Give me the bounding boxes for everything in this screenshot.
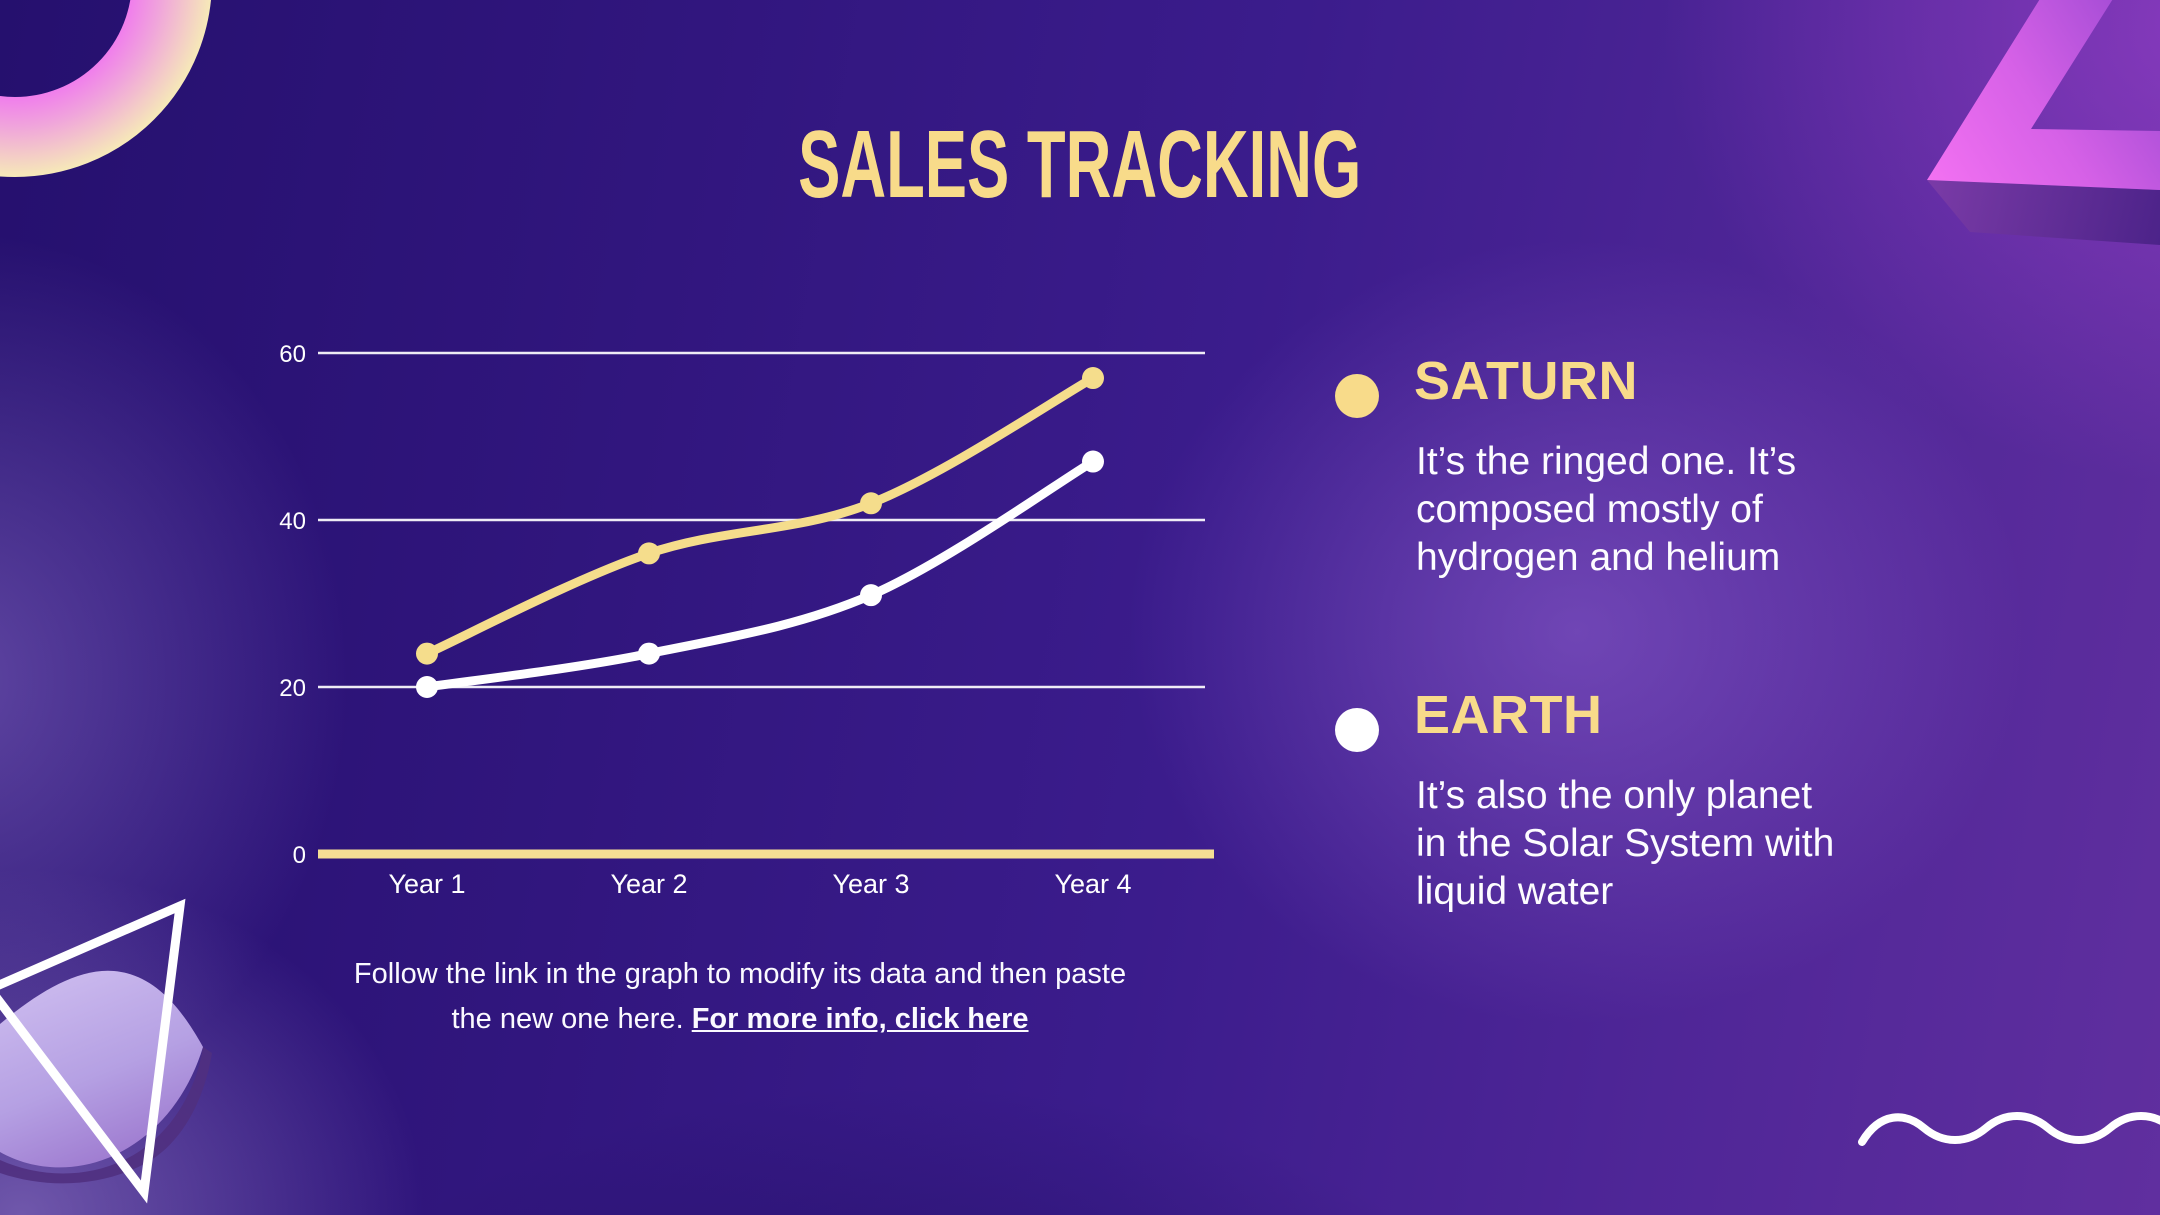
earth-description: It’s also the only planet in the Solar S… <box>1416 774 1835 913</box>
decor-ring-top-left <box>0 0 211 177</box>
earth-bullet-icon <box>1335 708 1379 752</box>
more-info-link[interactable]: For more info, click here <box>691 1003 1029 1035</box>
chart-caption: Follow the link in the graph to modify i… <box>320 952 1160 1042</box>
x-axis-label-2: Year 2 <box>610 869 687 899</box>
slide-title-text: SALES TRACKING <box>798 111 1362 218</box>
series-line-saturn <box>422 373 1098 659</box>
caption-line1: Follow the link in the graph to modify i… <box>353 958 1127 990</box>
saturn-description: It’s the ringed one. It’s composed mostl… <box>1416 440 1797 579</box>
x-axis-label-4: Year 4 <box>1054 869 1131 899</box>
saturn-heading: SATURN <box>1414 351 1638 411</box>
x-axis-label-1: Year 1 <box>388 869 465 899</box>
data-point-saturn-3 <box>860 492 882 515</box>
data-point-saturn-2 <box>638 542 660 565</box>
y-axis-label-60: 60 <box>279 341 306 368</box>
y-axis-label-0: 0 <box>293 842 306 869</box>
slide-title: SALES TRACKING <box>0 117 2160 213</box>
data-point-earth-1 <box>416 676 438 698</box>
y-axis-label-20: 20 <box>279 675 306 702</box>
data-point-saturn-1 <box>416 642 438 665</box>
data-point-saturn-4 <box>1082 367 1104 390</box>
data-point-earth-2 <box>638 642 660 665</box>
decor-triangle-outline-bottom-left <box>0 898 186 1204</box>
saturn-bullet-icon <box>1335 374 1379 418</box>
decor-triangle-top-right <box>1927 0 2160 245</box>
earth-heading: EARTH <box>1414 685 1603 745</box>
caption-line2-prefix: the new one here. <box>451 1003 692 1035</box>
data-point-earth-3 <box>860 584 882 607</box>
data-point-earth-4 <box>1082 450 1104 473</box>
decor-squiggle-bottom-right <box>1858 1112 2160 1146</box>
y-axis-label-40: 40 <box>279 508 306 535</box>
x-axis-label-3: Year 3 <box>832 869 909 899</box>
series-line-earth <box>422 457 1098 692</box>
